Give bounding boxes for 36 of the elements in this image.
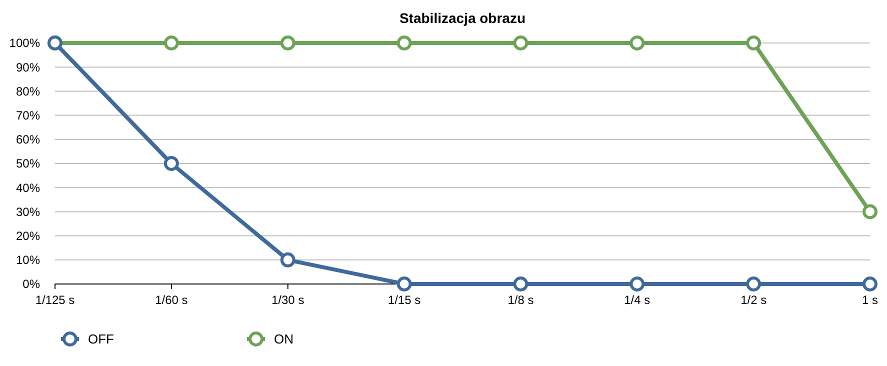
y-tick-label: 10%	[16, 253, 40, 268]
chart-title: Stabilizacja obrazu	[399, 10, 526, 26]
point	[280, 36, 296, 50]
point	[280, 252, 296, 268]
y-tick-label: 90%	[16, 60, 40, 74]
point	[746, 276, 762, 292]
y-tick-label: 0%	[22, 277, 40, 292]
point	[164, 36, 179, 50]
y-tick-label: 100%	[9, 36, 40, 50]
x-tick-label: 1/30 s	[272, 293, 304, 307]
y-tick-label: 30%	[16, 204, 40, 219]
x-tick-label: 1/4 s	[624, 293, 650, 307]
point	[862, 204, 878, 220]
legend-label: ON	[274, 332, 294, 347]
point	[630, 36, 645, 50]
point	[396, 276, 412, 292]
point	[746, 36, 762, 50]
y-tick-label: 70%	[16, 108, 40, 122]
point	[513, 276, 528, 292]
point	[862, 276, 878, 292]
y-tick-label: 20%	[16, 229, 40, 243]
x-tick-label: 1/60 s	[155, 293, 188, 307]
point	[396, 36, 412, 50]
point	[630, 276, 645, 292]
y-tick-label: 50%	[16, 156, 40, 171]
y-tick-label: 80%	[16, 84, 40, 98]
x-tick-label: 1/2 s	[740, 293, 767, 307]
point	[164, 156, 179, 171]
legend-label: OFF	[88, 332, 114, 347]
point	[513, 36, 528, 50]
x-tick-label: 1 s	[862, 293, 878, 307]
y-tick-label: 40%	[16, 180, 40, 195]
y-tick-label: 60%	[16, 132, 40, 147]
x-tick-label: 1/8 s	[508, 293, 534, 307]
x-tick-label: 1/125 s	[35, 293, 75, 307]
x-tick-label: 1/15 s	[388, 293, 421, 307]
